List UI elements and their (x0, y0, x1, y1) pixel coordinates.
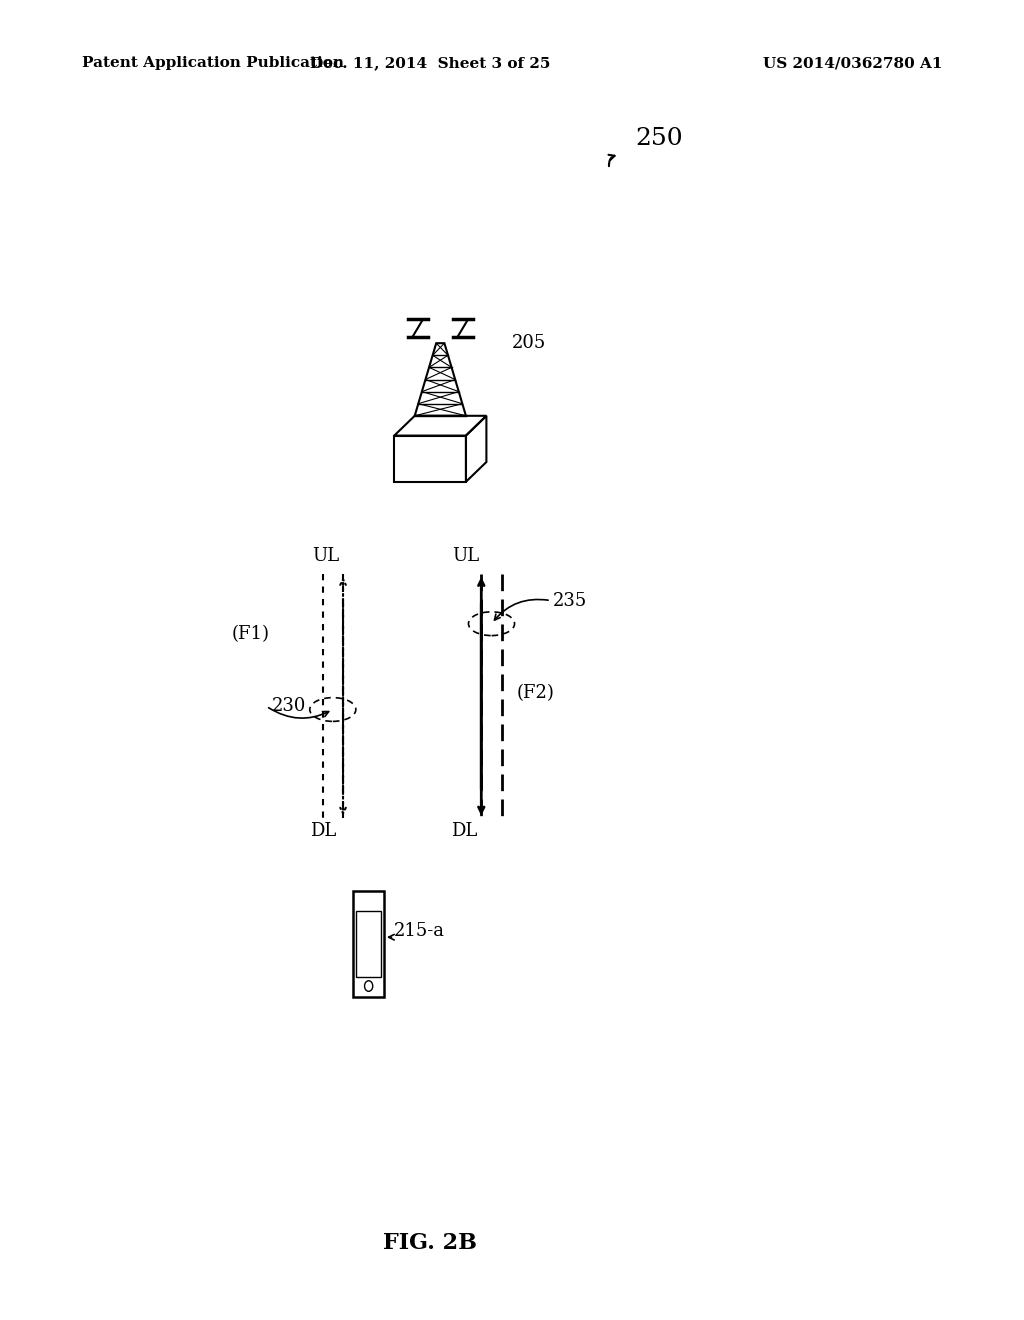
Text: DL: DL (310, 822, 337, 841)
Text: (F1): (F1) (231, 624, 270, 643)
Text: US 2014/0362780 A1: US 2014/0362780 A1 (763, 57, 942, 70)
Text: 235: 235 (553, 591, 587, 610)
Text: Patent Application Publication: Patent Application Publication (82, 57, 344, 70)
Text: 215-a: 215-a (394, 921, 445, 940)
Text: (F2): (F2) (517, 684, 555, 702)
Text: UL: UL (312, 546, 339, 565)
Text: UL: UL (453, 546, 479, 565)
Text: 205: 205 (512, 334, 546, 352)
Text: Dec. 11, 2014  Sheet 3 of 25: Dec. 11, 2014 Sheet 3 of 25 (310, 57, 550, 70)
Text: 230: 230 (271, 697, 306, 715)
Text: FIG. 2B: FIG. 2B (383, 1233, 477, 1254)
Text: 250: 250 (635, 127, 683, 150)
Text: DL: DL (451, 822, 477, 841)
